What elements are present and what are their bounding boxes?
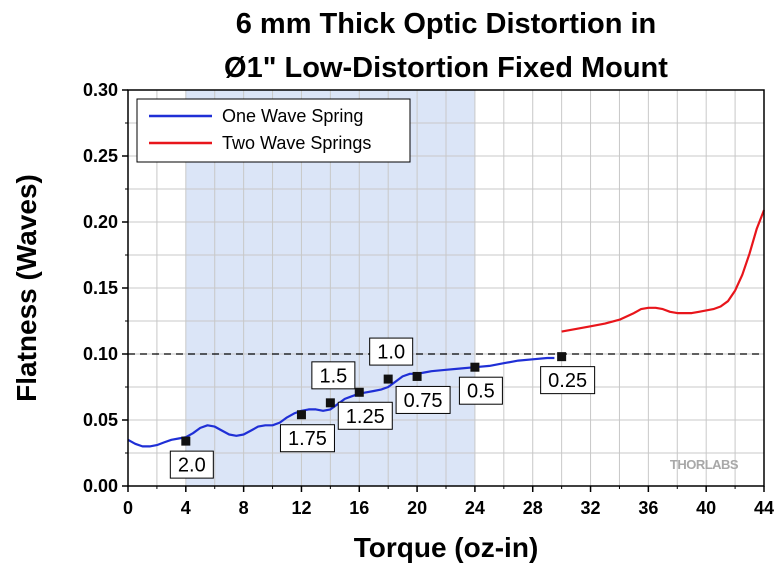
- y-tick-label: 0.00: [83, 476, 118, 496]
- x-tick-label: 8: [239, 498, 249, 518]
- marker-point: [354, 387, 364, 397]
- y-tick-label: 0.30: [83, 80, 118, 100]
- legend-box: [136, 98, 411, 163]
- x-tick-label: 12: [291, 498, 311, 518]
- marker-label-box: [540, 366, 596, 395]
- legend-label-1: One Wave Spring: [222, 106, 363, 126]
- y-tick-label: 0.05: [83, 410, 118, 430]
- marker-point: [383, 374, 393, 384]
- x-tick-label: 4: [181, 498, 191, 518]
- x-tick-label: 28: [523, 498, 543, 518]
- marker-label-box: [311, 361, 356, 390]
- marker-label: 2.0: [178, 455, 206, 477]
- marker-label: 1.75: [288, 428, 327, 450]
- marker-label-box: [395, 385, 451, 414]
- marker-label: 0.75: [404, 390, 443, 412]
- series-line-2: [561, 209, 766, 333]
- y-tick-label: 0.15: [83, 278, 118, 298]
- x-axis-label: Torque (oz-in): [354, 532, 539, 563]
- x-tick-label: 16: [349, 498, 369, 518]
- marker-point: [296, 410, 306, 420]
- marker-point: [181, 436, 191, 446]
- y-tick-label: 0.20: [83, 212, 118, 232]
- marker-label: 1.0: [377, 342, 405, 364]
- legend-label-2: Two Wave Springs: [222, 133, 371, 153]
- marker-point: [325, 398, 335, 408]
- legend: One Wave Spring Two Wave Springs: [136, 98, 411, 163]
- x-tick-label: 36: [638, 498, 658, 518]
- marker-label-box: [369, 337, 414, 366]
- x-tick-label: 0: [123, 498, 133, 518]
- x-tick-label: 20: [407, 498, 427, 518]
- x-tick-label: 44: [754, 498, 774, 518]
- y-tick-label: 0.25: [83, 146, 118, 166]
- x-tick-label: 32: [581, 498, 601, 518]
- y-axis-label: Flatness (Waves): [11, 174, 42, 402]
- marker-label: 0.25: [548, 370, 587, 392]
- marker-label-box: [458, 376, 503, 405]
- series-line-1: [127, 356, 555, 448]
- plot-area: 2.0 1.75 1.5 1.25 1.0 0.75 0.5 0.25 0 4 8 12 16 20 24 2…: [83, 80, 774, 518]
- marker-label-box: [169, 450, 214, 479]
- marker-label: 0.5: [467, 381, 495, 403]
- x-tick-label: 40: [696, 498, 716, 518]
- marker-label: 1.25: [346, 406, 385, 428]
- marker-point: [412, 371, 422, 381]
- marker-label-box: [337, 401, 393, 430]
- chart-title-line-1: 6 mm Thick Optic Distortion in: [236, 8, 657, 40]
- chart-title-line-2: Ø1" Low-Distortion Fixed Mount: [224, 52, 668, 84]
- thorlabs-logo: THORLABS: [670, 457, 739, 472]
- marker-label: 1.5: [319, 365, 347, 387]
- marker-point: [557, 352, 567, 362]
- marker-point: [470, 362, 480, 372]
- y-tick-label: 0.10: [83, 344, 118, 364]
- marker-label-box: [279, 424, 335, 453]
- x-tick-label: 24: [465, 498, 485, 518]
